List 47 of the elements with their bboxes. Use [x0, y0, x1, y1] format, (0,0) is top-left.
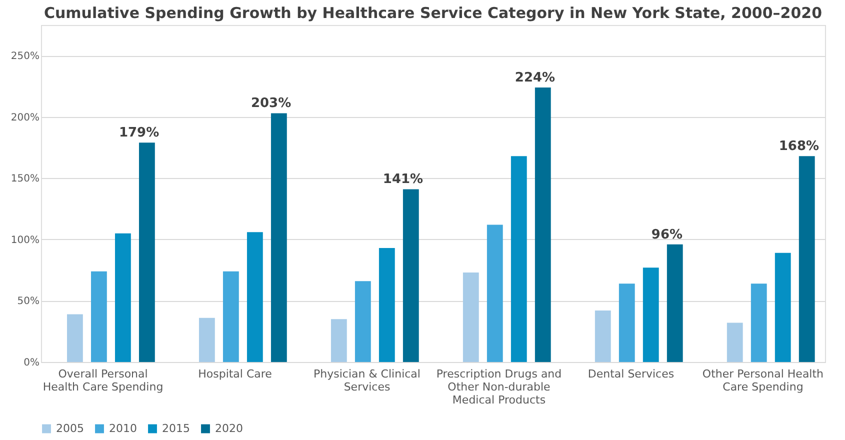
- data-label: 203%: [250, 96, 292, 112]
- legend-label: 2010: [109, 422, 137, 435]
- bar: [462, 272, 479, 362]
- bar: [774, 252, 791, 362]
- x-tick-label: Overall Personal Health Care Spending: [42, 368, 164, 394]
- y-tick-label: 250%: [10, 51, 40, 62]
- bar: [402, 189, 419, 362]
- y-tick-label: 150%: [10, 174, 40, 185]
- bar: [486, 224, 503, 362]
- bar: [726, 322, 743, 362]
- bar: [750, 284, 767, 362]
- bar: [246, 232, 263, 362]
- bar: [798, 156, 815, 362]
- bar: [222, 271, 239, 362]
- data-label: 141%: [382, 172, 424, 188]
- bar: [114, 233, 131, 362]
- legend-label: 2005: [56, 422, 84, 435]
- bar: [138, 142, 155, 362]
- y-tick-label: 0%: [24, 358, 40, 368]
- bar: [534, 88, 551, 362]
- bar: [270, 113, 287, 362]
- bar: [594, 310, 611, 362]
- x-tick-label: Other Personal Health Care Spending: [702, 368, 824, 394]
- legend-label: 2020: [215, 422, 243, 435]
- bar: [618, 284, 635, 362]
- y-tick-label: 200%: [10, 112, 40, 124]
- bar: [67, 314, 83, 362]
- y-tick-label: 100%: [10, 234, 40, 246]
- bar: [378, 248, 395, 362]
- bar: [642, 268, 659, 362]
- x-tick-label: Physician & Clinical Services: [314, 368, 420, 394]
- bar: [198, 318, 215, 362]
- chart-title: Cumulative Spending Growth by Healthcare Service Category in New York State, 2000–2020: [44, 4, 822, 22]
- x-tick-label: Hospital Care: [198, 368, 272, 380]
- y-tick-label: 50%: [17, 296, 40, 308]
- bar: [666, 244, 683, 362]
- data-label: 168%: [778, 139, 820, 154]
- legend-label: 2015: [162, 422, 190, 435]
- bar: [510, 156, 527, 362]
- bar: [91, 271, 107, 362]
- data-label: 179%: [118, 126, 160, 141]
- x-tick-label: Dental Services: [588, 368, 674, 380]
- bar: [330, 319, 347, 362]
- x-tick-label: Prescription Drugs and Other Non-durable Medical Products: [436, 368, 562, 406]
- data-label: 224%: [514, 70, 556, 86]
- bar: [354, 281, 371, 362]
- data-label: 96%: [651, 227, 683, 242]
